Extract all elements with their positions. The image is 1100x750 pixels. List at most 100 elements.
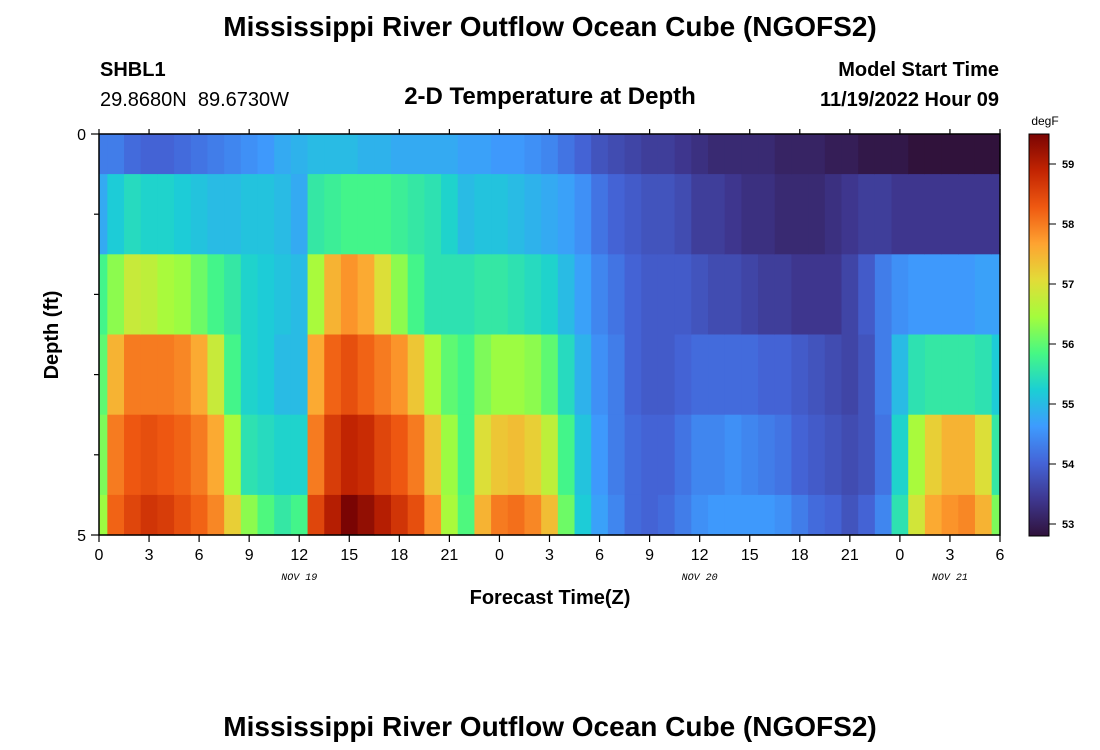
heatmap-cell bbox=[858, 414, 876, 496]
heatmap-cell bbox=[340, 334, 359, 416]
heatmap-cell bbox=[107, 174, 125, 255]
heatmap-cell bbox=[974, 334, 993, 416]
heatmap-cell bbox=[724, 334, 742, 416]
heatmap-cell bbox=[674, 414, 692, 496]
heatmap-cell bbox=[641, 134, 659, 175]
heatmap-cell bbox=[874, 174, 893, 255]
heatmap-cell bbox=[224, 174, 242, 255]
heatmap-cell bbox=[858, 254, 876, 336]
heatmap-cell bbox=[908, 494, 926, 536]
heatmap-cell bbox=[607, 134, 626, 175]
heatmap-cell bbox=[274, 414, 292, 496]
heatmap-cell bbox=[190, 174, 209, 255]
heatmap-cell bbox=[374, 174, 392, 255]
heatmap-cell bbox=[457, 134, 476, 175]
model-start-value: 11/19/2022 Hour 09 bbox=[820, 89, 999, 111]
heatmap-cell bbox=[791, 174, 809, 255]
y-axis: 05 bbox=[77, 127, 99, 545]
heatmap-cell bbox=[140, 334, 158, 416]
heatmap-cell bbox=[374, 254, 392, 336]
x-tick-label: 15 bbox=[741, 547, 759, 564]
heatmap-cell bbox=[791, 494, 809, 536]
heatmap-cell bbox=[290, 494, 309, 536]
heatmap-cell bbox=[691, 494, 709, 536]
heatmap-cell bbox=[157, 174, 175, 255]
heatmap-cell bbox=[240, 134, 259, 175]
heatmap-cell bbox=[941, 254, 959, 336]
heatmap-cell bbox=[224, 254, 242, 336]
heatmap-cell bbox=[824, 254, 843, 336]
heatmap-cell bbox=[541, 334, 559, 416]
colorbar-tick-label: 57 bbox=[1062, 279, 1074, 291]
heatmap-cell bbox=[374, 414, 392, 496]
heatmap-cell bbox=[941, 134, 959, 175]
heatmap-cell bbox=[674, 174, 692, 255]
heatmap-cell bbox=[708, 174, 726, 255]
heatmap-cell bbox=[240, 414, 259, 496]
heatmap-cell bbox=[424, 494, 442, 536]
heatmap-cell bbox=[290, 134, 309, 175]
heatmap-cell bbox=[891, 414, 909, 496]
heatmap-cell bbox=[424, 134, 442, 175]
heatmap-cell bbox=[124, 134, 142, 175]
heatmap-cell bbox=[624, 494, 642, 536]
heatmap-cell bbox=[924, 254, 943, 336]
heatmap-cell bbox=[190, 414, 209, 496]
heatmap-cell bbox=[507, 134, 526, 175]
heatmap-cell bbox=[674, 494, 692, 536]
heatmap-cell bbox=[174, 134, 192, 175]
heatmap-cell bbox=[124, 254, 142, 336]
heatmap-cell bbox=[924, 134, 943, 175]
heatmap-cell bbox=[841, 494, 859, 536]
heatmap-cell bbox=[924, 494, 943, 536]
heatmap-cell bbox=[657, 134, 676, 175]
heatmap-cell bbox=[641, 494, 659, 536]
heatmap-cell bbox=[557, 174, 576, 255]
heatmap-cell bbox=[390, 174, 409, 255]
x-tick-label: 6 bbox=[195, 547, 204, 564]
heatmap-cell bbox=[507, 334, 526, 416]
heatmap-cell bbox=[874, 494, 893, 536]
heatmap-cell bbox=[541, 134, 559, 175]
heatmap-cell bbox=[708, 334, 726, 416]
heatmap-cell bbox=[307, 254, 325, 336]
heatmap-cell bbox=[257, 414, 275, 496]
x-date-label: NOV 21 bbox=[932, 573, 968, 584]
heatmap-cell bbox=[657, 254, 676, 336]
heatmap-cell bbox=[758, 334, 776, 416]
heatmap-cell bbox=[207, 494, 225, 536]
heatmap-cell bbox=[457, 494, 476, 536]
heatmap-cell bbox=[758, 414, 776, 496]
heatmap-cell bbox=[307, 494, 325, 536]
colorbar-tick-label: 54 bbox=[1062, 459, 1075, 471]
heatmap-cell bbox=[240, 494, 259, 536]
heatmap-cell bbox=[340, 494, 359, 536]
heatmap-cell bbox=[491, 334, 509, 416]
heatmap-cell bbox=[657, 334, 676, 416]
heatmap-cell bbox=[407, 414, 425, 496]
heatmap-cell bbox=[441, 334, 459, 416]
heatmap-cell bbox=[557, 254, 576, 336]
heatmap-cell bbox=[474, 134, 492, 175]
y-axis-label: Depth (ft) bbox=[41, 291, 63, 380]
x-date-label: NOV 20 bbox=[682, 573, 718, 584]
colorbar-tick-label: 55 bbox=[1062, 399, 1074, 411]
heatmap-cell bbox=[290, 334, 309, 416]
heatmap-cell bbox=[424, 414, 442, 496]
heatmap-cell bbox=[974, 134, 993, 175]
heatmap-cell bbox=[924, 414, 943, 496]
heatmap-cell bbox=[441, 174, 459, 255]
heatmap-cell bbox=[491, 494, 509, 536]
heatmap-cell bbox=[274, 254, 292, 336]
heatmap-cell bbox=[624, 174, 642, 255]
heatmap-cell bbox=[257, 134, 275, 175]
heatmap-cell bbox=[507, 494, 526, 536]
model-start-label: Model Start Time bbox=[838, 59, 999, 81]
heatmap-cell bbox=[240, 174, 259, 255]
heatmap-cell bbox=[891, 494, 909, 536]
heatmap-cell bbox=[207, 174, 225, 255]
heatmap-cell bbox=[491, 254, 509, 336]
heatmap-cell bbox=[841, 174, 859, 255]
heatmap-cell bbox=[991, 494, 1001, 536]
heatmap-cell bbox=[607, 254, 626, 336]
